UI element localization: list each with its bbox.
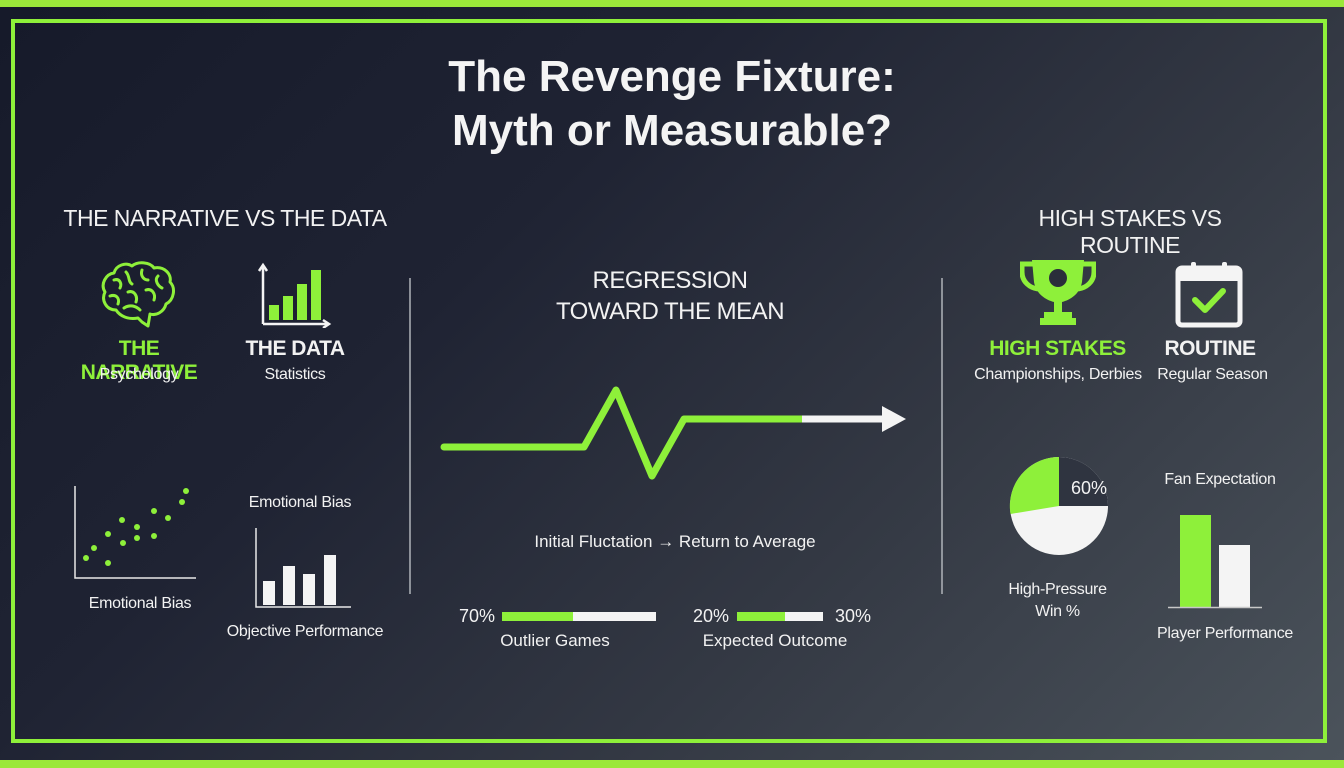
trophy-icon [1020, 260, 1096, 325]
left-section-heading: THE NARRATIVE VS THE DATA [63, 205, 387, 231]
bias-chart-top-label: Emotional Bias [248, 494, 352, 511]
pie-caption: High-Pressure Win % [990, 579, 1125, 623]
player-performance-label: Player Performance [1157, 625, 1293, 642]
brain-icon [101, 261, 175, 328]
center-heading-line-2: TOWARD THE MEAN [555, 298, 785, 325]
high-stakes-subtitle: Championships, Derbies [974, 366, 1142, 383]
win-pie-chart [1009, 456, 1108, 555]
center-caption: Initial Fluctation → Return to Average [534, 532, 816, 551]
divider-right [941, 278, 943, 594]
scatter-caption: Emotional Bias [88, 595, 192, 612]
center-section-heading: REGRESSION TOWARD THE MEAN [520, 265, 820, 327]
outlier-caption: Outlier Games [500, 631, 610, 650]
bias-chart-bottom-label: Objective Performance [226, 623, 384, 640]
calendar-check-icon [1175, 262, 1243, 328]
routine-subtitle: Regular Season [1157, 366, 1268, 383]
fan-expectation-label: Fan Expectation [1164, 471, 1276, 488]
divider-left [409, 278, 411, 594]
routine-title: ROUTINE [1164, 337, 1257, 360]
frame-border [11, 19, 1327, 743]
data-subtitle: Statistics [264, 366, 326, 383]
right-section-heading: HIGH STAKES VS ROUTINE [1038, 205, 1222, 258]
bar-chart-icon [257, 262, 332, 328]
expected-bar-fill [737, 612, 786, 621]
data-title: THE DATA [245, 337, 345, 360]
expected-caption: Expected Outcome [702, 631, 848, 650]
pie-caption-line-2: Win % [1035, 603, 1080, 620]
pie-value-label: 60% [1071, 478, 1108, 498]
scatter-plot-icon [74, 486, 196, 579]
bar-chart-outline-icon [255, 528, 351, 608]
page-title: The Revenge Fixture: Myth or Measurable? [0, 50, 1344, 158]
title-line-2: Myth or Measurable? [451, 106, 893, 155]
outlier-pct-label: 70% [459, 606, 496, 626]
expected-right-pct: 30% [835, 606, 872, 626]
narrative-title: THE NARRATIVE [80, 337, 198, 384]
high-stakes-title: HIGH STAKES [989, 337, 1126, 360]
expectation-vs-performance-chart [1168, 515, 1262, 609]
expected-bar [737, 612, 823, 621]
narrative-subtitle: Psychology [99, 366, 179, 383]
outlier-bar-fill [502, 612, 573, 621]
pie-caption-line-1: High-Pressure [1008, 581, 1107, 598]
title-line-1: The Revenge Fixture: [448, 52, 896, 101]
center-heading-line-1: REGRESSION [592, 267, 748, 294]
expected-left-pct: 20% [693, 606, 730, 626]
infographic-canvas [0, 7, 1344, 760]
outlier-bar [502, 612, 656, 621]
fluctuation-line-arrow-icon [440, 386, 906, 480]
